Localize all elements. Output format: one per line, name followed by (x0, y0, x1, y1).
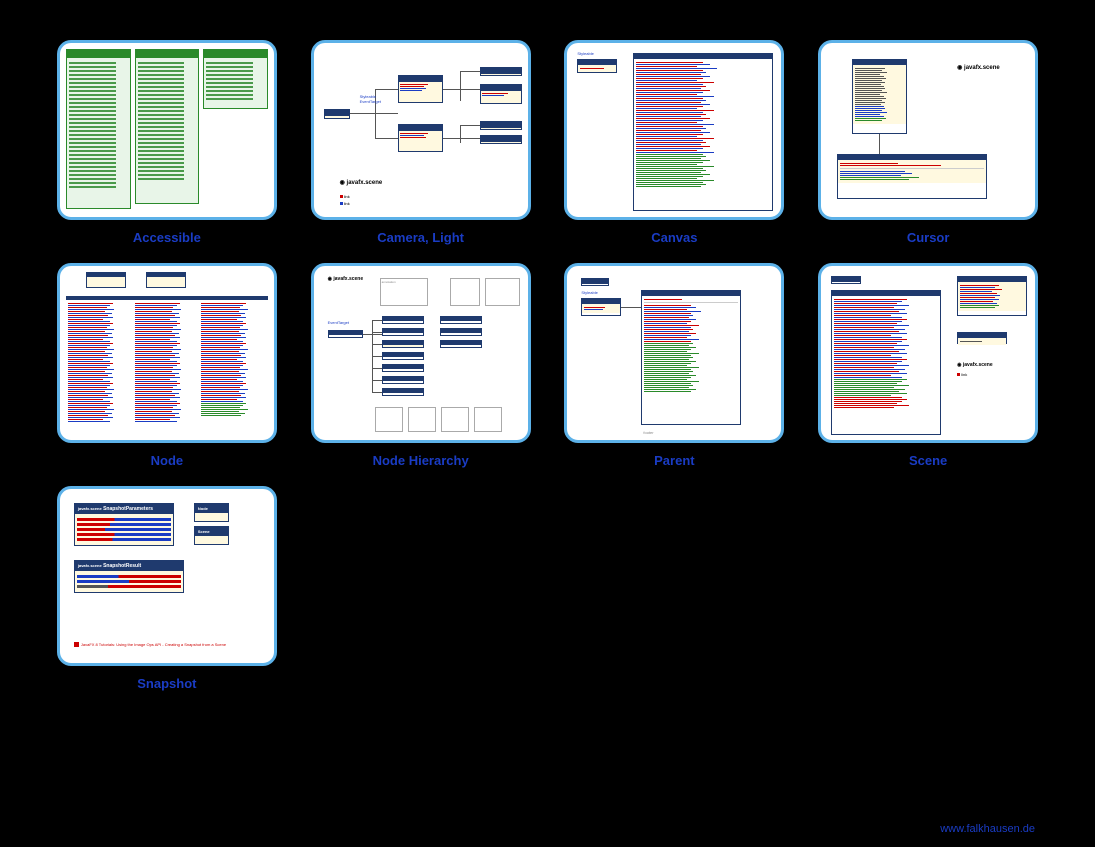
thumb-canvas[interactable]: Styleable (564, 40, 784, 220)
package-label-hier: javafx.scene (333, 276, 363, 282)
cell-canvas: Styleable Canvas (563, 40, 787, 245)
caption-parent[interactable]: Parent (654, 453, 694, 468)
package-label: javafx.scene (347, 180, 383, 186)
thumb-parent[interactable]: Styleable footer (564, 263, 784, 443)
thumb-cursor[interactable]: ◉ javafx.scene (818, 40, 1038, 220)
cell-camera-light: StyleableEventTarget ◉ javafx.scene link… (309, 40, 533, 245)
cell-cursor: ◉ javafx.scene Cursor (816, 40, 1040, 245)
footer-link[interactable]: www.falkhausen.de (940, 823, 1035, 835)
thumb-node-hierarchy[interactable]: ◉ javafx.scene annotation EventTarget (311, 263, 531, 443)
thumb-node[interactable] (57, 263, 277, 443)
cell-accessible: Accessible (55, 40, 279, 245)
caption-node-hierarchy[interactable]: Node Hierarchy (373, 453, 469, 468)
caption-canvas[interactable]: Canvas (651, 230, 697, 245)
snapshot-params-title: SnapshotParameters (103, 506, 153, 512)
caption-snapshot[interactable]: Snapshot (137, 676, 196, 691)
thumb-scene[interactable]: ◉ javafx.scene link (818, 263, 1038, 443)
snapshot-tutorial-note: JavaFX 8 Tutorials: Using the Image Ops … (74, 642, 226, 647)
cell-scene: ◉ javafx.scene link Scene (816, 263, 1040, 468)
thumb-accessible[interactable] (57, 40, 277, 220)
caption-camera-light[interactable]: Camera, Light (377, 230, 464, 245)
caption-accessible[interactable]: Accessible (133, 230, 201, 245)
cell-parent: Styleable footer Parent (563, 263, 787, 468)
cell-snapshot: javafx.scene SnapshotParameters Node (55, 486, 279, 691)
cell-node-hierarchy: ◉ javafx.scene annotation EventTarget (309, 263, 533, 468)
caption-cursor[interactable]: Cursor (907, 230, 950, 245)
snapshot-node-ref: Node (195, 504, 228, 513)
caption-scene[interactable]: Scene (909, 453, 947, 468)
snapshot-scene-ref: Scene (195, 527, 228, 536)
caption-node[interactable]: Node (151, 453, 184, 468)
package-label-cursor: javafx.scene (964, 65, 1000, 71)
snapshot-result-title: SnapshotResult (103, 563, 141, 569)
thumb-camera-light[interactable]: StyleableEventTarget ◉ javafx.scene link… (311, 40, 531, 220)
cell-node: Node (55, 263, 279, 468)
thumb-snapshot[interactable]: javafx.scene SnapshotParameters Node (57, 486, 277, 666)
diagram-grid: Accessible Stylea (55, 40, 1040, 691)
package-label-scene: javafx.scene (963, 362, 993, 368)
